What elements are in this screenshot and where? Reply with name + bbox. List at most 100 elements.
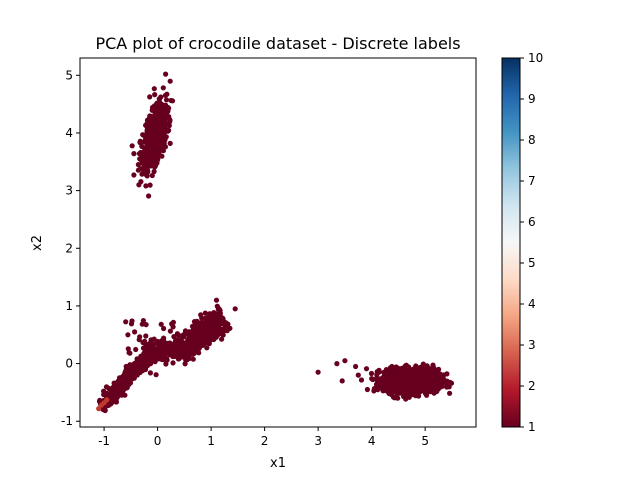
colorbar xyxy=(501,57,521,428)
y-tick-label: 5 xyxy=(65,68,73,82)
x-tick-label: -1 xyxy=(98,434,110,448)
diagonal-cluster-point xyxy=(194,347,200,353)
upper-cluster-point xyxy=(147,182,153,188)
diagonal-cluster-point xyxy=(143,363,149,369)
diagonal-cluster-point xyxy=(198,312,204,318)
upper-cluster-point xyxy=(152,119,158,125)
y-axis-label: x2 xyxy=(30,235,45,251)
diagonal-cluster-point xyxy=(173,337,179,343)
right-cluster-point xyxy=(401,375,407,381)
diagonal-cluster-point xyxy=(164,340,171,346)
x-tick-label: 3 xyxy=(314,434,322,448)
outlier-point xyxy=(232,306,238,312)
diagonal-cluster-point xyxy=(158,321,164,327)
colorbar-tick-label: 10 xyxy=(528,51,543,65)
diagonal-cluster-point xyxy=(209,325,215,331)
right-cluster-point xyxy=(417,372,423,379)
diagonal-cluster-point xyxy=(222,326,228,333)
upper-cluster-point xyxy=(154,114,160,120)
diagonal-cluster-point xyxy=(164,356,170,362)
right-cluster-point xyxy=(358,377,365,383)
outlier-point xyxy=(355,372,361,378)
upper-cluster-point xyxy=(151,124,157,130)
upper-cluster-point xyxy=(153,136,159,142)
right-cluster-point xyxy=(444,378,450,384)
x-tick-label: 1 xyxy=(207,434,215,448)
upper-cluster-point xyxy=(148,113,154,119)
right-cluster-point xyxy=(432,378,438,384)
upper-cluster-point xyxy=(167,140,173,146)
colorbar-tick-label: 1 xyxy=(528,420,536,434)
upper-cluster-point xyxy=(151,168,157,175)
upper-cluster-point xyxy=(163,97,170,103)
label-2-point xyxy=(96,406,102,412)
outlier-point xyxy=(163,71,169,77)
right-cluster-point xyxy=(418,379,424,385)
diagonal-cluster-point xyxy=(184,357,190,363)
diagonal-cluster-point xyxy=(125,332,131,338)
diagonal-cluster-point xyxy=(209,312,215,318)
diagonal-cluster-point xyxy=(202,310,208,316)
plot-frame xyxy=(79,57,477,428)
diagonal-cluster-point xyxy=(147,370,153,376)
diagonal-cluster-point xyxy=(161,335,167,341)
upper-cluster-point xyxy=(146,193,152,199)
upper-cluster-point xyxy=(149,156,155,162)
diagonal-cluster-point xyxy=(153,372,159,378)
diagonal-cluster-point xyxy=(204,345,210,351)
outlier-point xyxy=(339,378,345,384)
diagonal-cluster-point xyxy=(123,377,129,383)
points-layer xyxy=(96,71,455,414)
y-ticks: -1 0 1 2 3 4 5 xyxy=(61,68,80,428)
right-cluster-point xyxy=(369,376,375,382)
chart-title: PCA plot of crocodile dataset - Discrete… xyxy=(95,34,460,53)
upper-cluster-point xyxy=(149,172,155,179)
upper-cluster-point xyxy=(152,92,158,98)
right-cluster-point xyxy=(417,367,423,373)
diagonal-cluster-point xyxy=(218,320,224,326)
outlier-point xyxy=(334,361,340,367)
right-cluster-point xyxy=(423,391,429,397)
colorbar-tick-label: 5 xyxy=(528,256,536,270)
y-tick-label: -1 xyxy=(61,414,73,428)
diagonal-cluster-point xyxy=(156,345,162,351)
diagonal-cluster-point xyxy=(133,346,139,353)
upper-cluster-point xyxy=(160,85,166,91)
upper-cluster-point xyxy=(166,114,172,120)
diagonal-cluster-point xyxy=(219,336,225,342)
diagonal-cluster-point xyxy=(126,380,132,386)
colorbar-tick-label: 8 xyxy=(528,133,536,147)
diagonal-cluster-point xyxy=(148,351,154,357)
upper-cluster-point xyxy=(143,183,149,189)
diagonal-cluster-point xyxy=(170,319,176,325)
diagonal-cluster-point xyxy=(167,352,173,358)
x-tick-label: 5 xyxy=(421,434,429,448)
diagonal-cluster-point xyxy=(224,322,231,328)
colorbar-tick-label: 4 xyxy=(528,297,536,311)
diagonal-cluster-point xyxy=(128,321,135,327)
diagonal-cluster-point xyxy=(197,325,203,331)
right-cluster-point xyxy=(403,381,409,387)
diagonal-cluster-point xyxy=(199,340,205,346)
colorbar-tick-label: 3 xyxy=(528,338,536,352)
diagonal-cluster-point xyxy=(155,350,161,356)
right-cluster-point xyxy=(368,370,375,377)
diagonal-cluster-point xyxy=(167,328,173,334)
upper-cluster-point xyxy=(139,157,145,163)
upper-cluster-point xyxy=(143,137,149,143)
upper-cluster-point xyxy=(157,127,163,133)
diagonal-cluster-point xyxy=(205,322,211,328)
right-cluster-point xyxy=(426,379,432,385)
diagonal-cluster-point xyxy=(206,333,212,339)
upper-cluster-point xyxy=(135,162,141,168)
outlier-point xyxy=(315,369,321,375)
upper-cluster-point xyxy=(156,96,162,102)
diagonal-cluster-point xyxy=(182,330,188,337)
outlier-point xyxy=(342,358,348,364)
diagonal-cluster-point xyxy=(163,361,169,367)
upper-cluster-point xyxy=(144,173,150,179)
diagonal-cluster-point xyxy=(126,368,132,375)
diagonal-cluster-point xyxy=(184,339,190,346)
right-cluster-point xyxy=(391,371,398,377)
right-cluster-point xyxy=(409,376,415,382)
